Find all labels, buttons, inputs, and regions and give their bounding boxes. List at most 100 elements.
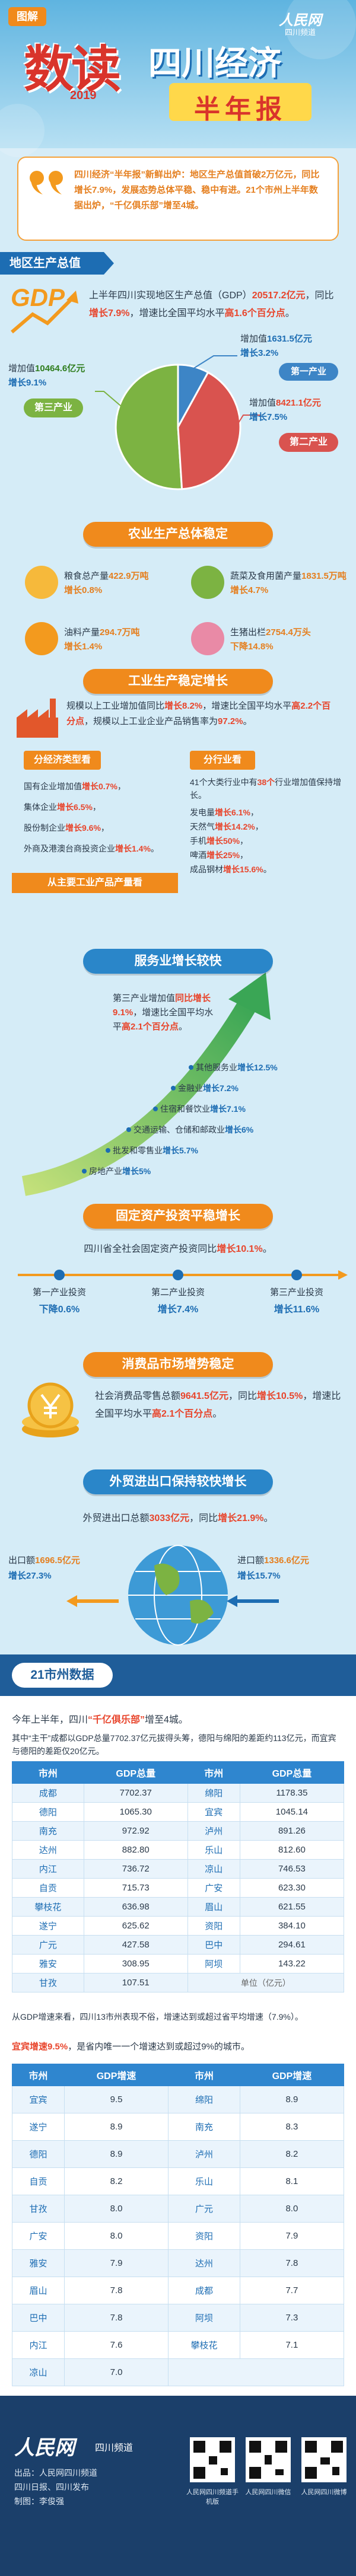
highlight: 宜宾增速9.5% (12, 2042, 68, 2052)
value-cell: 7702.37 (83, 1783, 188, 1803)
text-run: 生猪出栏 (230, 627, 266, 637)
city-cell: 资阳 (168, 2222, 240, 2250)
product-item: 天然气增长14.2%， (190, 821, 344, 833)
text-run: ，增速比全国平均水平 (202, 701, 292, 711)
text-run: 成品钢材 (190, 865, 223, 874)
table-row: 广元 427.58 巴中 294.61 (12, 1935, 345, 1955)
highlight: 增长6.5% (57, 802, 93, 812)
product-item: 发电量增长6.1%， (190, 806, 344, 818)
highlight: 增长0.7% (82, 782, 117, 791)
value-cell: 384.10 (239, 1916, 345, 1936)
import-text: 进口额1336.6亿元 (237, 1554, 350, 1566)
city-cell: 自贡 (12, 2167, 65, 2195)
city-cell: 成都 (12, 1783, 84, 1803)
pig-icon (191, 622, 224, 655)
section-heading: 服务业增长较快 (83, 949, 273, 974)
value-cell: 143.22 (239, 1954, 345, 1974)
agriculture-change: 下降14.8% (230, 642, 274, 652)
city-cell: 广元 (12, 1935, 84, 1955)
pie-name: 第一产业 (279, 363, 338, 381)
highlight: 高2.2个百分点 (66, 701, 331, 726)
unit-cell: 单位（亿元） (187, 1973, 345, 1992)
table-row: 雅安 7.9 达州 7.8 (12, 2249, 345, 2277)
intro-text: 四川经济“半年报”新鲜出炉：地区生产总值首破2万亿元，同比增长7.9%，发展态势… (74, 170, 320, 211)
table-row: 凉山 7.0 (12, 2358, 344, 2386)
footer-background (0, 2396, 356, 2576)
value-cell: 7.3 (239, 2304, 345, 2332)
pie-tertiary (115, 364, 183, 490)
section-title: 服务业增长较快 (134, 954, 222, 968)
text-run: 。 (243, 716, 252, 726)
city-cell: 南充 (12, 1821, 84, 1841)
highlight: 高1.6个百分点 (224, 308, 285, 318)
text-run: ， (240, 850, 249, 860)
section-title: 工业生产稳定增长 (128, 674, 228, 688)
value-cell: 621.55 (239, 1897, 345, 1917)
data-table: 市州 GDP增速 市州 GDP增速 宜宾 9.5 绵阳 8.9 遂宁 8.9 南充 8.3 德阳 8.9 泸… (12, 2064, 345, 2386)
cities-intro: 今年上半年，四川“千亿俱乐部”增至4城。 (12, 1711, 344, 1726)
city-cell: 乐山 (168, 2167, 240, 2195)
table-row: 达州 882.80 乐山 812.60 (12, 1840, 345, 1860)
investment-change: 增长7.4% (157, 1305, 199, 1315)
value-cell: 7.9 (239, 2222, 345, 2250)
value-cell: 972.92 (83, 1821, 188, 1841)
highlight: 1336.6亿元 (264, 1555, 309, 1566)
investment-label: 第三产业投资 (269, 1287, 323, 1297)
table-row: 德阳 1065.30 宜宾 1045.14 (12, 1802, 345, 1822)
text-run: 进口额 (237, 1555, 265, 1566)
services-summary: 第三产业增加值同比增长9.1%，增速比全国平均水平高2.1个百分点。 (113, 991, 214, 1034)
coin-icon (22, 1382, 79, 1437)
text-run: 房地产业 (89, 1166, 122, 1176)
city-cell: 泸州 (187, 1821, 240, 1841)
value-cell: 9.5 (63, 2086, 169, 2113)
pie-label: 增加值1631.5亿元 (240, 332, 347, 345)
text-run: ，规模以上工业企业产品销售率为 (84, 716, 218, 726)
city-cell: 巴中 (187, 1935, 240, 1955)
city-cell: 遂宁 (12, 1916, 84, 1936)
service-item: 金融业增长7.2% (178, 1082, 350, 1094)
value-cell: 736.72 (83, 1859, 188, 1879)
value-cell: 7.8 (63, 2304, 169, 2332)
text-run: 增加值 (8, 364, 36, 374)
value-cell: 8.0 (239, 2195, 345, 2223)
text-run: 油料产量 (64, 627, 100, 637)
type-item: 国有企业增加值增长0.7%， (24, 780, 184, 792)
section-heading: 固定资产投资平稳增长 (83, 1204, 273, 1229)
growth-arrow (21, 997, 258, 1196)
highlight: 增长9.6% (65, 823, 101, 833)
table-header-cell: 市州 (12, 2064, 65, 2086)
table-header-cell: GDP增速 (239, 2064, 345, 2086)
export-text: 出口额1696.5亿元 (8, 1554, 115, 1566)
city-cell: 巴中 (12, 2304, 65, 2332)
city-cell: 宜宾 (187, 1802, 240, 1822)
text-run: ，增速比全国平均水平 (113, 1008, 214, 1032)
highlight: 422.9万吨 (109, 571, 149, 581)
table-row: 自贡 715.73 广安 623.30 (12, 1878, 345, 1898)
section-heading: 消费品市场增势稳定 (83, 1352, 273, 1377)
city-cell: 内江 (12, 1859, 84, 1879)
city-cell: 广安 (12, 2222, 65, 2250)
table-header-row: 市州 GDP增速 市州 GDP增速 (12, 2064, 345, 2086)
highlight: 增长10.5% (256, 1391, 303, 1401)
agriculture-item: 生猪出栏2754.4万头 (230, 626, 349, 638)
leader-line (192, 355, 237, 369)
value-cell: 8.9 (63, 2140, 169, 2168)
highlight: 1631.5亿元 (267, 334, 312, 344)
gdp-summary: 上半年四川实现地区生产总值（GDP）20517.2亿元，同比增长7.9%，增速比… (89, 287, 341, 323)
city-cell: 雅安 (12, 1954, 84, 1974)
list-dots (82, 1065, 193, 1174)
cities-title: 21市州数据 (30, 1668, 94, 1682)
growth-arrow-head (228, 973, 271, 1020)
highlight: 增长12.5% (237, 1063, 278, 1072)
highlight: 97.2% (218, 716, 243, 726)
tag-background (8, 7, 46, 26)
oil-icon (25, 622, 58, 655)
text-run: 四川省全社会固定资产投资同比 (84, 1244, 217, 1254)
section-heading: 外贸进出口保持较快增长 (83, 1469, 273, 1494)
text-run: ， (117, 782, 126, 791)
header-logo-sub: 四川频道 (285, 28, 316, 37)
investment-change: 增长11.6% (274, 1305, 320, 1315)
city-cell: 泸州 (168, 2140, 240, 2168)
section-title: 外贸进出口保持较快增长 (109, 1475, 247, 1488)
qr-caption: 人民网四川微博 (301, 2489, 347, 2496)
